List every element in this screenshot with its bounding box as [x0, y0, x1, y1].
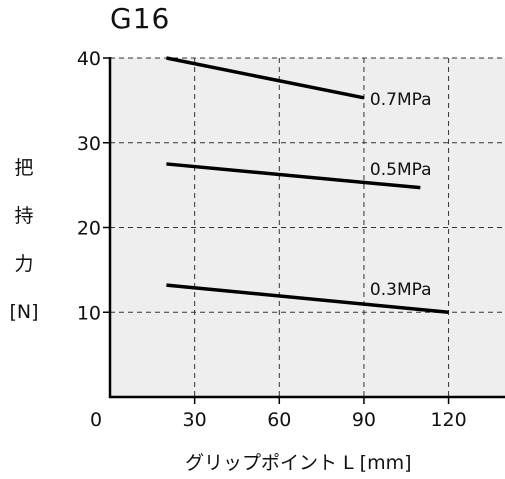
y-tick-label: 10 — [77, 302, 101, 324]
y-tick-label: 20 — [77, 218, 101, 240]
y-axis-label-char-1: 把 — [14, 157, 34, 179]
y-axis-label-char-2: 持 — [14, 205, 34, 227]
y-axis-label-unit: [N] — [9, 301, 39, 323]
series-label: 0.5MPa — [370, 160, 432, 180]
series-line — [166, 56, 365, 100]
series-line — [166, 283, 449, 314]
y-axis-label: 把 持 力 [N] — [4, 144, 44, 336]
series-line — [166, 162, 421, 190]
y-tick-label: 40 — [77, 48, 101, 70]
x-tick-label: 90 — [352, 409, 376, 431]
series-label: 0.3MPa — [370, 280, 432, 300]
x-tick-label: 60 — [267, 409, 291, 431]
x-tick-label: 0 — [90, 409, 102, 431]
x-axis-label: グリップポイント L [mm] — [185, 452, 412, 474]
y-axis-label-char-3: 力 — [14, 253, 34, 275]
y-tick-label: 30 — [77, 133, 101, 155]
chart-title: G16 — [110, 2, 171, 35]
x-tick-label: 30 — [183, 409, 207, 431]
series-label: 0.7MPa — [370, 90, 432, 110]
x-tick-label: 120 — [430, 409, 466, 431]
